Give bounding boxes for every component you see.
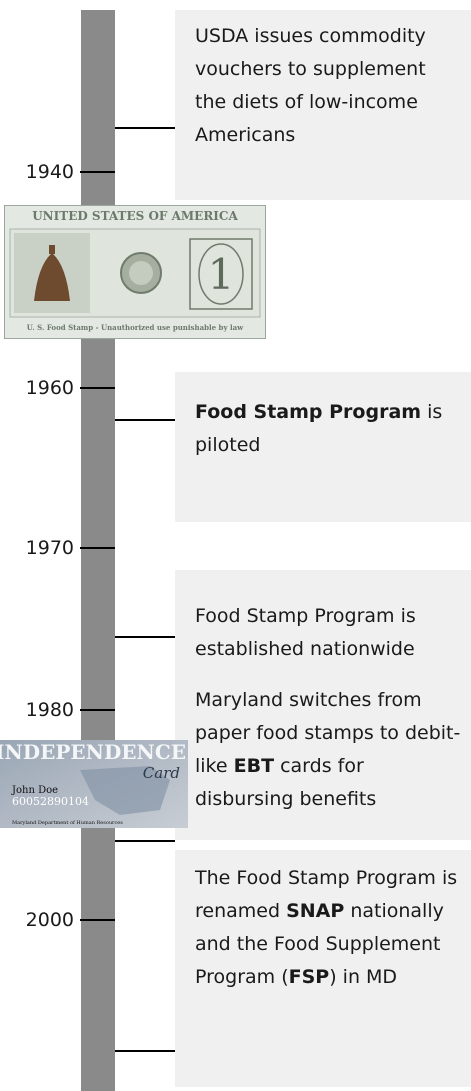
connector bbox=[115, 1050, 175, 1052]
connector bbox=[115, 127, 175, 129]
event-box: Maryland switches from paper food stamps… bbox=[175, 680, 471, 840]
connector bbox=[115, 636, 175, 638]
card-brand: INDEPENDENCE bbox=[0, 740, 186, 764]
event-text-bold: FSP bbox=[289, 966, 330, 988]
event-box: Food Stamp Program is piloted bbox=[175, 372, 471, 522]
year-tick bbox=[80, 547, 115, 549]
event-text: USDA issues commodity vouchers to supple… bbox=[195, 25, 426, 146]
card-number: 60052890104 bbox=[12, 795, 89, 808]
year-tick bbox=[80, 919, 115, 921]
timeline-page: {"years": ["1940", "1960", "1970", "1980… bbox=[0, 0, 471, 1091]
year-tick bbox=[80, 387, 115, 389]
connector bbox=[115, 840, 175, 842]
ebt-card-image: INDEPENDENCE Card John Doe 60052890104 M… bbox=[0, 740, 188, 828]
year-label: 2000 bbox=[10, 909, 74, 931]
stamp-header: UNITED STATES OF AMERICA bbox=[32, 209, 238, 223]
event-text: ) in MD bbox=[329, 966, 397, 988]
event-box: The Food Stamp Program is renamed SNAP n… bbox=[175, 850, 471, 1087]
year-label: 1960 bbox=[10, 377, 74, 399]
event-text-bold: SNAP bbox=[286, 900, 344, 922]
event-text: Food Stamp Program is established nation… bbox=[195, 605, 416, 660]
year-tick bbox=[80, 709, 115, 711]
event-text-bold: EBT bbox=[234, 755, 274, 777]
food-stamp-image: UNITED STATES OF AMERICA 1 U. S. Food St… bbox=[4, 205, 266, 339]
event-box: USDA issues commodity vouchers to supple… bbox=[175, 10, 471, 200]
year-label: 1970 bbox=[10, 537, 74, 559]
card-subtitle: Card bbox=[143, 764, 180, 782]
year-tick bbox=[80, 171, 115, 173]
year-label: 1940 bbox=[10, 161, 74, 183]
card-issuer: Maryland Department of Human Resources bbox=[12, 820, 123, 826]
stamp-footer: U. S. Food Stamp - Unauthorized use puni… bbox=[27, 323, 244, 332]
year-label: 1980 bbox=[10, 699, 74, 721]
event-text-bold: Food Stamp Program bbox=[195, 401, 421, 423]
stamp-denomination: 1 bbox=[208, 250, 235, 299]
connector bbox=[115, 419, 175, 421]
